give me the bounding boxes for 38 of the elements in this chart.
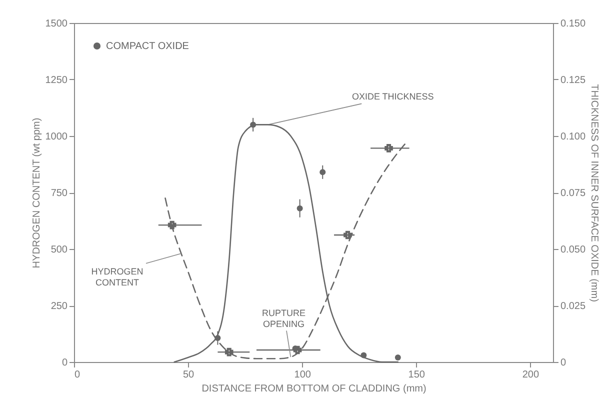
- y2-tick-label: 0: [560, 358, 566, 368]
- point: [250, 122, 256, 128]
- y-axis-title: HYDROGEN CONTENT (wt ppm): [31, 118, 42, 268]
- x-tick-label: 100: [294, 370, 312, 380]
- y2-tick-label: 0.025: [560, 301, 586, 312]
- y2-axis-title: THICKNESS OF INNER SURFACE OXIDE (mm): [588, 84, 600, 302]
- point: [224, 348, 234, 356]
- y-tick-label: 1000: [45, 132, 68, 142]
- point: [296, 205, 303, 212]
- y-tick-label: 1250: [45, 75, 68, 86]
- annotation: HYDROGEN CONTENT: [91, 266, 144, 288]
- y2-tick-label: 0.075: [560, 188, 586, 199]
- point: [293, 346, 302, 354]
- y-tick-label: 500: [50, 244, 68, 256]
- annotation: RUPTURE OPENING: [262, 308, 306, 330]
- x-tick-label: 150: [408, 370, 426, 380]
- point: [360, 352, 367, 358]
- y-tick-label: 250: [50, 301, 68, 312]
- y2-tick-label: 0.150: [560, 18, 586, 30]
- y2-tick-label: 0.125: [560, 75, 586, 86]
- x-tick-label: 200: [522, 370, 540, 380]
- y2-tick-label: 0.050: [560, 244, 586, 256]
- point: [384, 144, 393, 152]
- x-tick-label: 0: [74, 370, 80, 380]
- point: [292, 345, 298, 352]
- y-tick-label: 0: [62, 358, 68, 368]
- point: [214, 335, 221, 342]
- legend-label: COMPACT OXIDE: [106, 41, 190, 52]
- y-tick-label: 750: [50, 188, 68, 199]
- annotation: OXIDE THICKNESS: [352, 92, 434, 102]
- y-tick-label: 1500: [45, 18, 68, 30]
- y2-tick-label: 0.100: [560, 132, 586, 142]
- point: [168, 220, 176, 230]
- point: [320, 169, 326, 176]
- point: [394, 354, 401, 360]
- x-tick-label: 50: [182, 370, 195, 380]
- point: [344, 230, 352, 240]
- x-axis-title: DISTANCE FROM BOTTOM OF CLADDING (mm): [202, 384, 426, 394]
